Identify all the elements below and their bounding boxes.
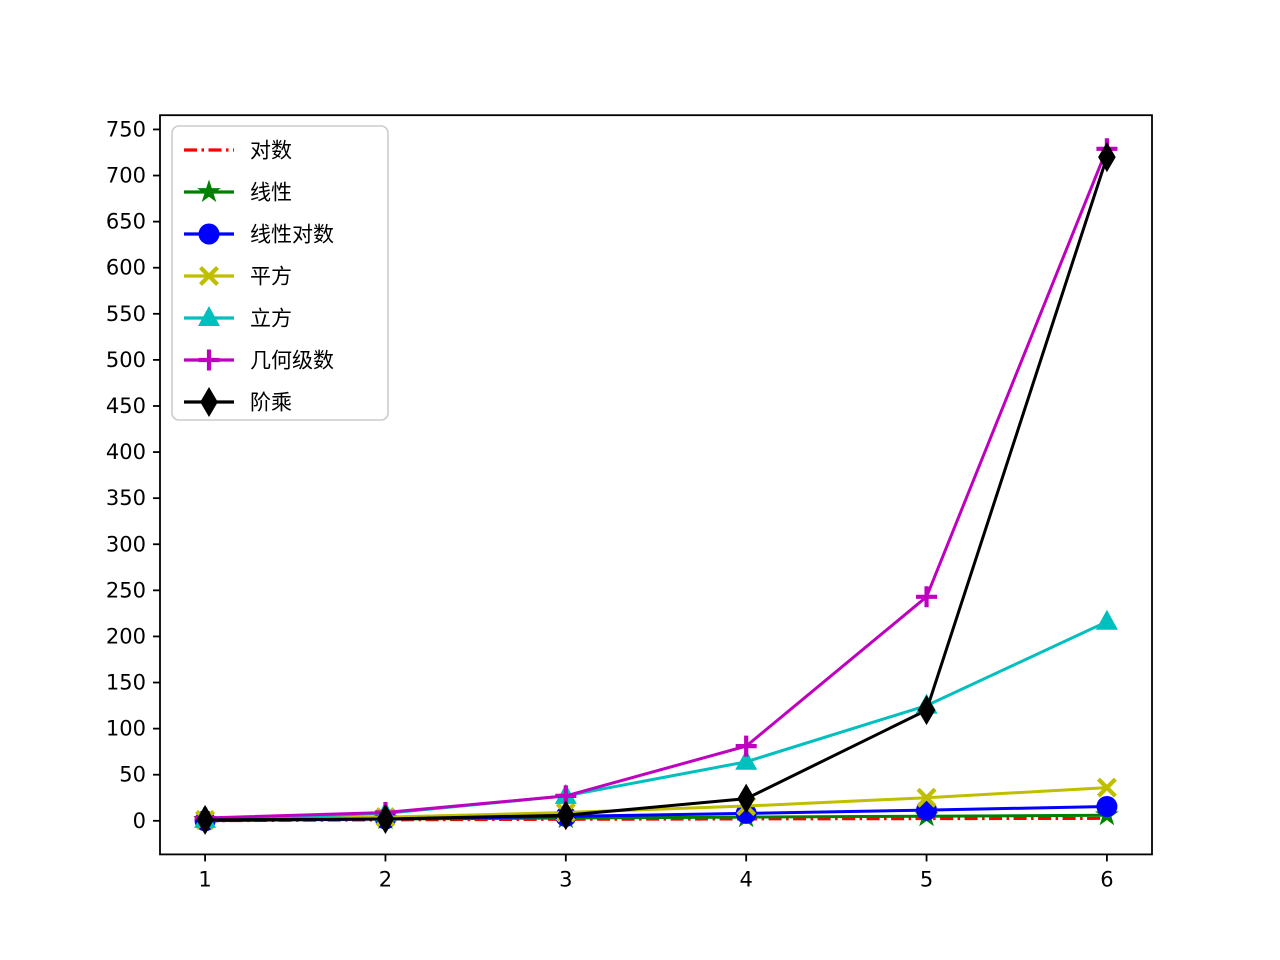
legend-label-2: 线性对数 — [250, 223, 334, 247]
thin-diamond-marker — [196, 804, 214, 835]
legend-label-4: 立方 — [250, 307, 292, 331]
thin-diamond-marker — [737, 783, 755, 814]
x-tick-label: 2 — [379, 867, 392, 891]
star-marker — [197, 179, 221, 203]
x-tick-label: 1 — [198, 867, 211, 891]
x-tick-label: 3 — [559, 867, 572, 891]
axes-spines — [159, 114, 1153, 856]
thin-diamond-marker — [1098, 142, 1116, 173]
y-tick-label: 450 — [106, 394, 146, 418]
thin-diamond-marker — [917, 695, 936, 726]
y-tick-label: 750 — [106, 117, 146, 141]
legend-item-3: 平方 — [184, 265, 292, 289]
y-tick-label: 100 — [106, 717, 146, 741]
y-tick-label: 550 — [106, 302, 146, 326]
x-tick-label: 6 — [1100, 867, 1113, 891]
x-tick-label: 4 — [739, 867, 752, 891]
circle-marker — [1096, 796, 1118, 818]
legend-label-3: 平方 — [250, 265, 292, 289]
series-line-3 — [205, 786, 1107, 822]
y-tick-label: 200 — [106, 624, 146, 648]
y-tick-label: 50 — [119, 763, 146, 787]
triangle-up-marker — [1095, 609, 1118, 630]
legend-item-5: 几何级数 — [184, 349, 334, 373]
y-tick-label: 700 — [106, 164, 146, 188]
series-line-4 — [205, 620, 1108, 822]
plus-marker — [198, 349, 220, 371]
y-tick-label: 650 — [106, 210, 146, 234]
triangle-up-marker — [735, 749, 758, 770]
plus-marker — [916, 586, 938, 608]
legend-label-0: 对数 — [250, 139, 292, 163]
plus-marker — [735, 735, 757, 757]
x-marker — [916, 787, 937, 808]
thin-diamond-marker — [557, 800, 575, 831]
x-marker — [199, 266, 219, 286]
series-line-6 — [205, 156, 1109, 822]
y-tick-label: 600 — [106, 256, 146, 280]
thin-diamond-marker — [200, 387, 218, 417]
legend-box — [171, 125, 389, 421]
y-tick-label: 250 — [106, 578, 146, 602]
axes-box — [159, 114, 1153, 856]
circle-marker — [198, 223, 220, 245]
axis-ticks: 1 2 3 4 5 6 0 50 100 150 200 250 300 350 400 450 500 550 6… — [106, 117, 1114, 891]
legend-item-4: 立方 — [184, 306, 292, 331]
plot-series — [193, 138, 1119, 835]
legend-item-0: 对数 — [184, 139, 292, 163]
y-tick-label: 350 — [106, 486, 146, 510]
legend-label-1: 线性 — [250, 181, 292, 205]
y-tick-label: 0 — [133, 809, 146, 833]
legend-label-5: 几何级数 — [250, 349, 334, 373]
legend-label-6: 阶乘 — [250, 391, 292, 415]
x-tick-label: 5 — [920, 867, 933, 891]
y-tick-label: 500 — [106, 348, 146, 372]
y-tick-label: 150 — [106, 671, 146, 695]
triangle-up-marker — [198, 306, 220, 326]
legend-item-1: 线性 — [184, 179, 292, 205]
legend-item-6: 阶乘 — [184, 387, 292, 417]
x-marker — [1096, 777, 1117, 798]
series-6 — [196, 142, 1116, 835]
series-line-5 — [205, 148, 1109, 820]
legend-item-2: 线性对数 — [184, 223, 334, 247]
thin-diamond-marker — [376, 803, 395, 834]
y-tick-label: 300 — [106, 532, 146, 556]
y-tick-label: 400 — [106, 440, 146, 464]
